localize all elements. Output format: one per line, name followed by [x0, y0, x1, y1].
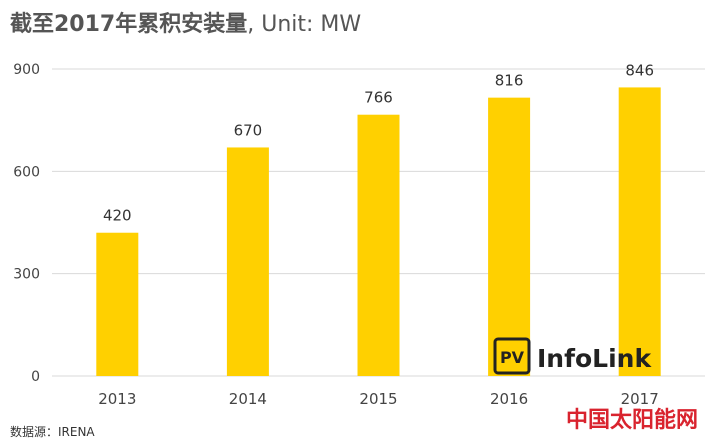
- data-labels: 420 670 766 816 846: [103, 61, 654, 224]
- chart-title: 截至2017年累积安装量, Unit: MW: [10, 6, 361, 38]
- data-label: 766: [364, 89, 393, 107]
- chart-title-unit: , Unit: MW: [247, 12, 362, 37]
- x-tick-label: 2017: [621, 390, 659, 408]
- infolink-brand-text: InfoLink: [537, 344, 652, 373]
- x-tick-label: 2014: [229, 390, 267, 408]
- bar: [226, 147, 269, 376]
- x-tick-label: 2015: [359, 390, 397, 408]
- x-tick-label: 2016: [490, 390, 528, 408]
- x-tick-label: 2013: [98, 390, 136, 408]
- x-axis-ticks: 2013 2014 2015 2016 2017: [98, 390, 659, 408]
- data-label: 816: [495, 72, 524, 90]
- data-label: 670: [234, 121, 263, 139]
- pv-badge-label: PV: [500, 348, 525, 367]
- y-tick-label: 900: [13, 62, 40, 78]
- y-axis-ticks: 0 300 600 900: [13, 62, 40, 385]
- bar: [357, 114, 400, 376]
- data-label: 420: [103, 207, 132, 225]
- bars: [96, 87, 661, 377]
- pv-badge-icon: [493, 337, 531, 375]
- chart-title-main: 截至2017年累积安装量: [10, 12, 248, 37]
- bar: [96, 232, 139, 376]
- site-watermark: 中国太阳能网: [566, 408, 699, 433]
- y-tick-label: 0: [31, 369, 40, 385]
- source-note: 数据源：IRENA: [10, 425, 95, 439]
- infolink-watermark: PV InfoLink: [493, 337, 652, 375]
- y-tick-label: 300: [13, 267, 40, 283]
- bar: [488, 97, 531, 377]
- y-tick-label: 600: [13, 164, 40, 180]
- bar: [618, 87, 661, 377]
- data-label: 846: [625, 61, 654, 79]
